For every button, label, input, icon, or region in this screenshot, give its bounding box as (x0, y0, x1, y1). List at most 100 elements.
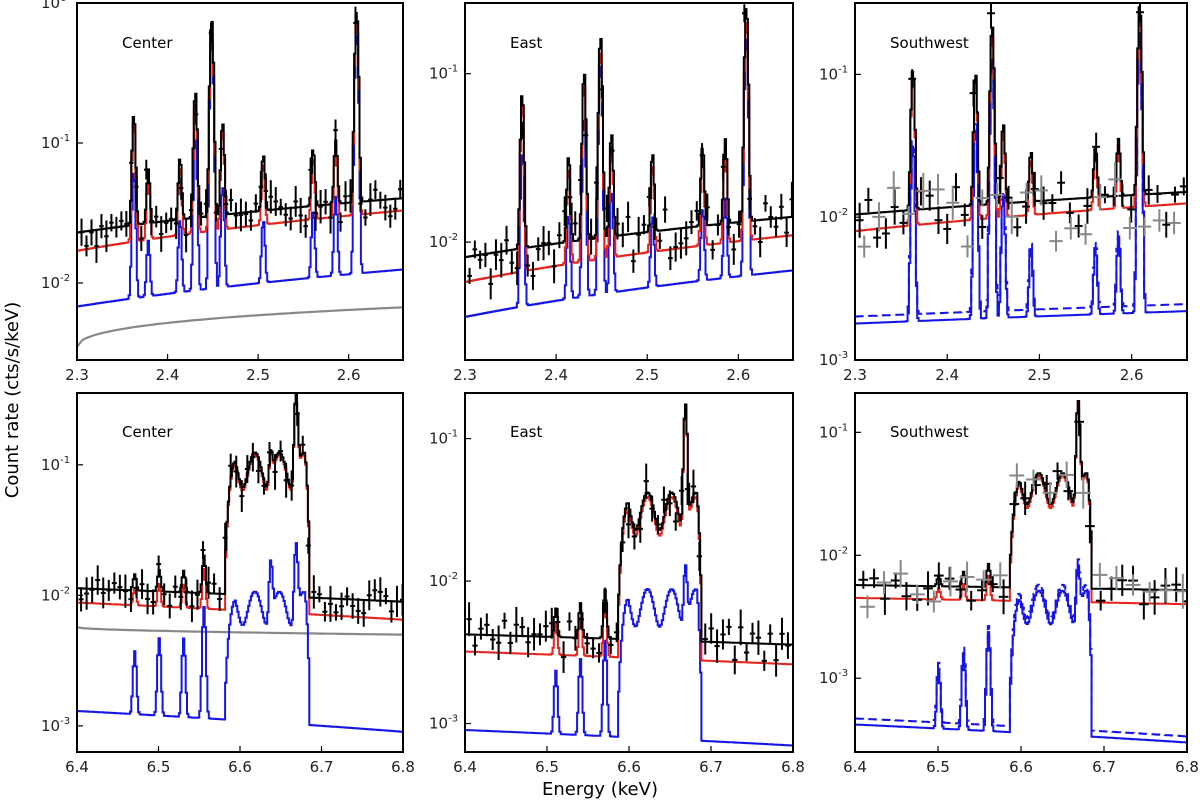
data-point (173, 207, 179, 240)
data-point (273, 187, 279, 216)
data-point (514, 251, 520, 286)
data-point (328, 201, 333, 234)
data-point (139, 569, 145, 600)
data-point (925, 180, 934, 211)
x-tick-label: 2.6 (726, 366, 750, 384)
data-point (525, 627, 531, 658)
data-point (1144, 175, 1153, 205)
data-point-secondary (1009, 463, 1025, 488)
data-point-secondary (1075, 477, 1091, 509)
data-point (566, 612, 573, 631)
x-tick-label: 2.5 (1028, 366, 1052, 384)
data-point (495, 625, 502, 660)
x-tick-label: 6.5 (535, 758, 559, 776)
data-point (134, 169, 139, 205)
data-point (189, 590, 195, 623)
data-point-secondary (1167, 211, 1181, 235)
data-point (655, 515, 661, 534)
data-point-secondary (1025, 469, 1041, 490)
data-point (213, 203, 219, 222)
data-point (1171, 186, 1179, 203)
data-point (908, 69, 917, 89)
data-point (567, 179, 573, 215)
data-point (466, 602, 472, 637)
total-model-line (855, 400, 1187, 592)
data-point (255, 458, 261, 484)
data-point (1052, 462, 1063, 480)
data-point (84, 235, 89, 257)
data-point (493, 239, 499, 271)
data-point (149, 208, 154, 236)
y-tick-exponent: -1 (838, 422, 848, 433)
data-point (557, 222, 562, 249)
data-point (584, 632, 590, 654)
data-point (933, 562, 944, 589)
data-point (609, 138, 615, 163)
data-point (79, 218, 84, 246)
data-point-secondary (1142, 581, 1158, 602)
data-point (373, 180, 378, 200)
data-point (248, 210, 254, 231)
data-point (316, 586, 322, 603)
data-point (890, 572, 901, 589)
data-point (699, 143, 705, 168)
panel-frame (76, 392, 404, 753)
blue-model-dashed-line (855, 32, 1187, 318)
data-point (987, 576, 998, 593)
data-point-secondary (1005, 199, 1019, 235)
data-point-secondary (857, 235, 871, 258)
data-point (353, 6, 358, 40)
x-tick-label: 6.4 (843, 758, 867, 776)
panel-frame (76, 2, 404, 361)
y-tick-exponent: -1 (60, 455, 70, 466)
data-point (646, 187, 652, 207)
data-point (778, 193, 784, 220)
data-point-secondary (931, 173, 945, 205)
x-tick-label: 6.6 (228, 758, 252, 776)
y-tick-label: 10-1 (819, 422, 848, 441)
data-point (619, 532, 626, 553)
data-point (667, 490, 673, 517)
data-point (1162, 211, 1171, 238)
data-point-secondary (887, 171, 901, 205)
data-point (268, 180, 274, 214)
data-point (869, 568, 879, 588)
data-point (661, 486, 667, 514)
red-model-line (465, 21, 793, 283)
panel-frame (464, 2, 794, 361)
data-point (393, 197, 398, 220)
data-point (114, 216, 119, 238)
data-point (1085, 508, 1095, 544)
data-point (731, 234, 737, 265)
x-tick-label: 6.4 (453, 758, 477, 776)
data-point (89, 576, 95, 604)
data-point (537, 623, 543, 646)
plot-area (77, 393, 403, 733)
data-point-secondary (1078, 223, 1093, 245)
data-point-secondary (1152, 209, 1166, 232)
data-point (488, 268, 494, 300)
data-point (128, 586, 134, 613)
data-point (998, 579, 1009, 615)
data-point (95, 565, 101, 595)
data-point (217, 587, 223, 611)
data-point (267, 442, 272, 463)
data-point (625, 510, 632, 539)
data-point (501, 612, 508, 629)
data-point (636, 216, 642, 253)
data-point-secondary (916, 172, 930, 209)
data-point (150, 589, 156, 615)
data-point (560, 641, 567, 673)
y-tick-exponent: -3 (448, 714, 458, 725)
data-point (899, 211, 908, 235)
data-point (855, 202, 864, 238)
data-point (678, 227, 684, 259)
data-point (244, 455, 250, 483)
data-point (1057, 171, 1066, 195)
data-point (477, 250, 483, 269)
data-point (1013, 217, 1022, 237)
data-point (578, 165, 583, 196)
data-point (572, 211, 578, 236)
data-point (194, 579, 200, 610)
